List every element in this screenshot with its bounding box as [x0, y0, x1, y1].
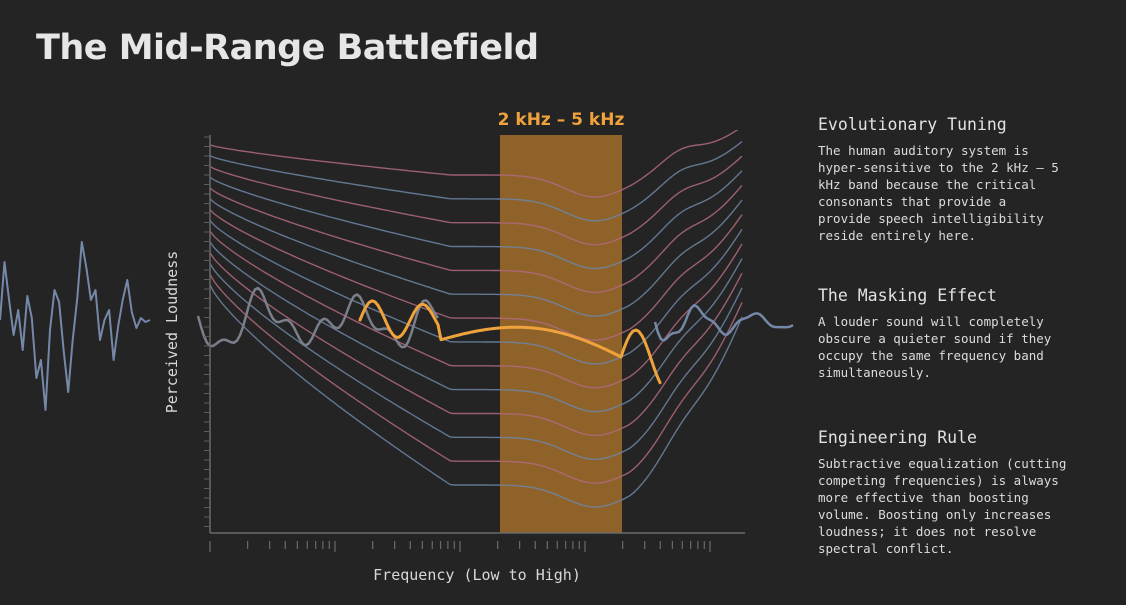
loudness-curve — [210, 209, 743, 341]
y-axis-label: Perceived Loudness — [163, 251, 181, 414]
loudness-diagram: 2 kHz – 5 kHz Frequency (Low to High) Pe… — [0, 110, 794, 584]
highlighted-waveform — [358, 299, 662, 385]
loudness-curve — [210, 284, 743, 508]
section-body: Subtractive equalization (cutting compet… — [818, 456, 1067, 556]
loudness-curve — [210, 273, 743, 484]
loudness-curve — [210, 198, 743, 317]
loudness-curve — [210, 230, 743, 389]
x-axis-ticks — [209, 541, 711, 552]
loudness-curve — [210, 141, 743, 222]
x-axis-label: Frequency (Low to High) — [373, 566, 581, 584]
band-label: 2 kHz – 5 kHz — [498, 110, 625, 130]
loudness-curve — [210, 263, 743, 461]
loudness-curve — [210, 219, 743, 365]
section-masking-effect: The Masking Effect A louder sound will c… — [818, 286, 1118, 381]
loudness-curve — [210, 130, 739, 198]
page-title: The Mid-Range Battlefield — [36, 28, 539, 68]
right-waveform — [653, 304, 794, 342]
loudness-curve — [210, 252, 743, 437]
section-body: The human auditory system is hyper-sensi… — [818, 143, 1059, 243]
section-heading: Evolutionary Tuning — [818, 115, 1007, 134]
section-engineering-rule: Engineering Rule Subtractive equalizatio… — [818, 428, 1118, 557]
section-heading: Engineering Rule — [818, 428, 977, 447]
loudness-curve — [210, 241, 743, 413]
equal-loudness-curves — [210, 130, 743, 508]
loudness-curve — [210, 184, 743, 294]
section-heading: The Masking Effect — [818, 286, 997, 305]
section-evolutionary-tuning: Evolutionary Tuning The human auditory s… — [818, 115, 1118, 244]
mid-waveform — [196, 286, 440, 349]
section-body: A louder sound will completely obscure a… — [818, 314, 1052, 380]
left-waveform — [0, 241, 151, 411]
loudness-curve — [210, 155, 743, 246]
loudness-curve — [210, 170, 743, 270]
y-axis-ticks — [204, 136, 210, 527]
